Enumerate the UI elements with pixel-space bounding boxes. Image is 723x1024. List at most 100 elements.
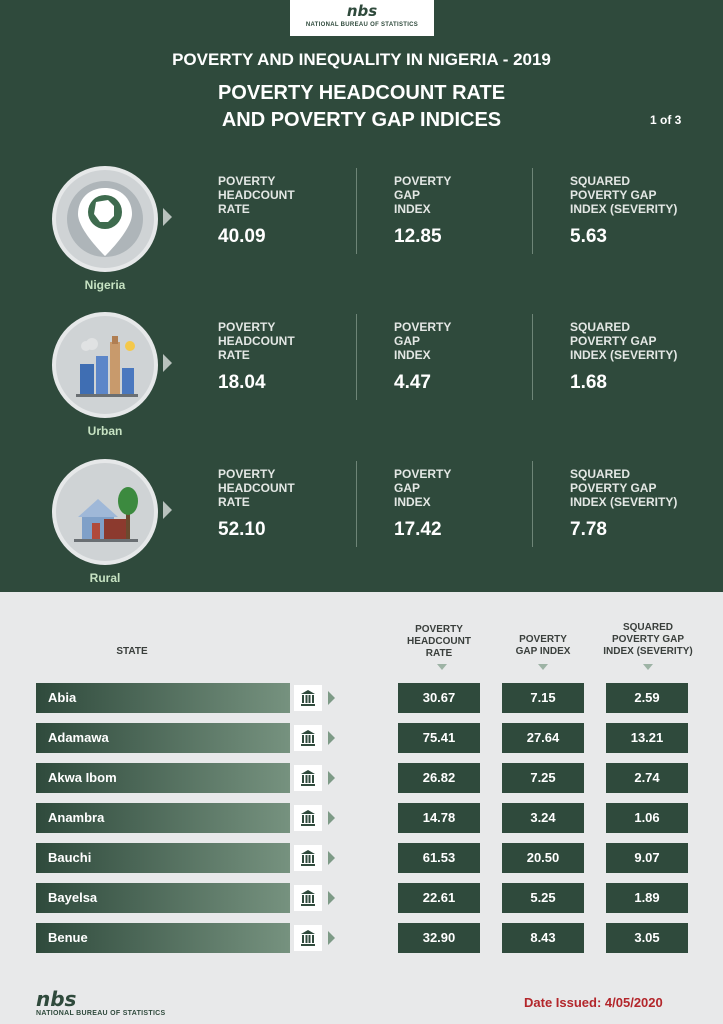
region-name: Rural	[89, 571, 121, 585]
severity-cell: 1.89	[606, 883, 688, 913]
government-building-icon	[294, 725, 322, 751]
headcount-value: 52.10	[218, 519, 266, 540]
government-building-icon	[294, 925, 322, 951]
gap-block: POVERTY GAP INDEX 12.85	[394, 174, 451, 248]
severity-label: SQUARED POVERTY GAP INDEX (SEVERITY)	[570, 174, 678, 216]
headcount-cell: 22.61	[398, 883, 480, 913]
headcount-cell: 26.82	[398, 763, 480, 793]
page-indicator: 1 of 3	[650, 113, 682, 127]
gap-cell: 8.43	[502, 923, 584, 953]
header-logo: nbs NATIONAL BUREAU OF STATISTICS	[290, 0, 434, 36]
header-headcount: POVERTY HEADCOUNT RATE	[407, 624, 471, 659]
severity-value: 5.63	[570, 226, 607, 247]
footer-logo-text: NATIONAL BUREAU OF STATISTICS	[36, 1010, 166, 1017]
state-name: Bauchi	[36, 843, 290, 873]
rural-house-tree-icon	[52, 459, 158, 565]
nigeria-map-pin-icon	[52, 166, 158, 272]
table-row: Bayelsa 22.61 5.25 1.89	[0, 883, 723, 913]
gap-block: POVERTY GAP INDEX 4.47	[394, 320, 451, 394]
gap-value: 17.42	[394, 519, 442, 540]
header-state: STATE	[116, 646, 148, 657]
chevron-right-icon	[328, 891, 335, 905]
severity-block: SQUARED POVERTY GAP INDEX (SEVERITY) 5.63	[570, 174, 677, 248]
state-name: Adamawa	[36, 723, 290, 753]
summary-panel: nbs NATIONAL BUREAU OF STATISTICS POVERT…	[0, 0, 723, 592]
headcount-cell: 75.41	[398, 723, 480, 753]
table-row: Bauchi 61.53 20.50 9.07	[0, 843, 723, 873]
headcount-cell: 61.53	[398, 843, 480, 873]
gap-label: POVERTY GAP INDEX	[394, 174, 452, 216]
divider	[532, 168, 533, 254]
chevron-right-icon	[163, 354, 172, 372]
subtitle-line-2: AND POVERTY GAP INDICES	[221, 109, 502, 131]
subtitle-line-1: POVERTY HEADCOUNT RATE	[217, 82, 506, 104]
state-name: Akwa Ibom	[36, 763, 290, 793]
header-severity: SQUARED POVERTY GAP INDEX (SEVERITY)	[603, 622, 693, 657]
chevron-right-icon	[328, 731, 335, 745]
table-row: Benue 32.90 8.43 3.05	[0, 923, 723, 953]
severity-value: 7.78	[570, 519, 607, 540]
severity-cell: 1.06	[606, 803, 688, 833]
chevron-down-icon	[538, 664, 548, 670]
severity-label: SQUARED POVERTY GAP INDEX (SEVERITY)	[570, 320, 678, 362]
gap-cell: 7.15	[502, 683, 584, 713]
headcount-label: POVERTY HEADCOUNT RATE	[218, 174, 295, 216]
gap-cell: 7.25	[502, 763, 584, 793]
state-name: Bayelsa	[36, 883, 290, 913]
gap-label: POVERTY GAP INDEX	[394, 320, 452, 362]
region-rural: Rural POVERTY HEADCOUNT RATE 52.10 POVERTY…	[0, 459, 723, 599]
divider	[532, 461, 533, 547]
headcount-value: 18.04	[218, 372, 266, 393]
table-row: Adamawa 75.41 27.64 13.21	[0, 723, 723, 753]
chevron-down-icon	[437, 664, 447, 670]
state-name: Benue	[36, 923, 290, 953]
chevron-right-icon	[163, 501, 172, 519]
chevron-right-icon	[328, 771, 335, 785]
city-buildings-icon	[52, 312, 158, 418]
chevron-right-icon	[328, 811, 335, 825]
state-name: Anambra	[36, 803, 290, 833]
gap-value: 12.85	[394, 226, 442, 247]
chevron-right-icon	[328, 931, 335, 945]
headcount-cell: 32.90	[398, 923, 480, 953]
government-building-icon	[294, 845, 322, 871]
header-gap: POVERTY GAP INDEX	[515, 634, 571, 657]
region-urban: Urban POVERTY HEADCOUNT RATE 18.04 POVERTY…	[0, 312, 723, 452]
headcount-block: POVERTY HEADCOUNT RATE 18.04	[218, 320, 295, 394]
government-building-icon	[294, 685, 322, 711]
divider	[356, 314, 357, 400]
severity-block: SQUARED POVERTY GAP INDEX (SEVERITY) 1.68	[570, 320, 677, 394]
date-issued: Date Issued: 4/05/2020	[524, 995, 663, 1010]
gap-block: POVERTY GAP INDEX 17.42	[394, 467, 451, 541]
severity-cell: 2.59	[606, 683, 688, 713]
region-name: Nigeria	[84, 278, 126, 292]
chevron-right-icon	[163, 208, 172, 226]
headcount-block: POVERTY HEADCOUNT RATE 52.10	[218, 467, 295, 541]
headcount-block: POVERTY HEADCOUNT RATE 40.09	[218, 174, 295, 248]
region-nigeria: Nigeria POVERTY HEADCOUNT RATE 40.09 POVER…	[0, 166, 723, 306]
main-title: POVERTY AND INEQUALITY IN NIGERIA - 2019	[172, 50, 551, 69]
state-name: Abia	[36, 683, 290, 713]
headcount-label: POVERTY HEADCOUNT RATE	[218, 320, 295, 362]
gap-value: 4.47	[394, 372, 431, 393]
logo-text: NATIONAL BUREAU OF STATISTICS	[305, 22, 419, 28]
divider	[532, 314, 533, 400]
chevron-right-icon	[328, 691, 335, 705]
severity-cell: 9.07	[606, 843, 688, 873]
gap-cell: 3.24	[502, 803, 584, 833]
footer-logo: nbs NATIONAL BUREAU OF STATISTICS	[36, 988, 166, 1017]
subtitle: POVERTY HEADCOUNT RATE AND POVERTY GAP I…	[0, 80, 723, 134]
region-name: Urban	[87, 424, 123, 438]
government-building-icon	[294, 805, 322, 831]
divider	[356, 168, 357, 254]
table-row: Abia 30.67 7.15 2.59	[0, 683, 723, 713]
headcount-label: POVERTY HEADCOUNT RATE	[218, 467, 295, 509]
chevron-down-icon	[643, 664, 653, 670]
headcount-cell: 30.67	[398, 683, 480, 713]
table-row: Anambra 14.78 3.24 1.06	[0, 803, 723, 833]
severity-label: SQUARED POVERTY GAP INDEX (SEVERITY)	[570, 467, 678, 509]
logo-mark: nbs	[346, 2, 378, 20]
severity-block: SQUARED POVERTY GAP INDEX (SEVERITY) 7.78	[570, 467, 677, 541]
headcount-value: 40.09	[218, 226, 266, 247]
gap-cell: 27.64	[502, 723, 584, 753]
